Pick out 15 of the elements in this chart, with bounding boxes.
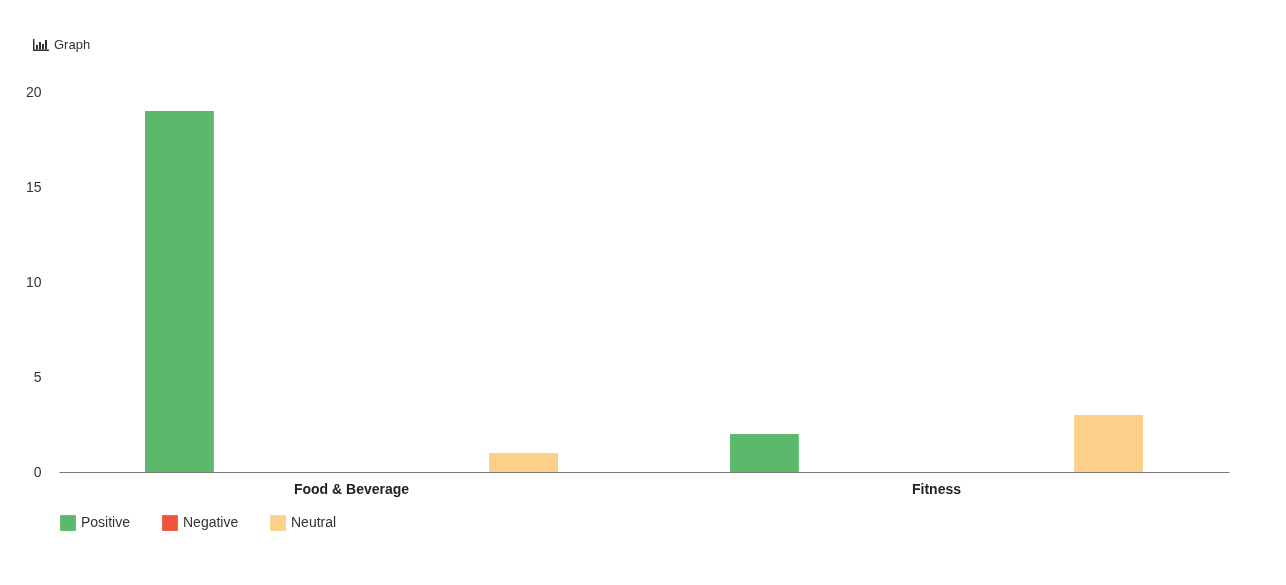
- legend-label: Negative: [183, 514, 239, 531]
- legend-label: Positive: [81, 514, 131, 531]
- chart-title: Graph: [54, 37, 91, 52]
- y-tick-label: 15: [25, 178, 42, 195]
- bar: [730, 434, 799, 472]
- bar: [489, 453, 558, 472]
- legend-label: Neutral: [291, 514, 337, 531]
- x-tick-label: Fitness: [911, 480, 962, 497]
- y-tick-label: 20: [25, 83, 42, 100]
- y-tick-label: 10: [25, 273, 42, 290]
- y-tick-label: 0: [33, 463, 42, 480]
- bar: [1074, 415, 1143, 472]
- x-tick-label: Food & Beverage: [293, 480, 410, 497]
- bar: [145, 111, 214, 472]
- y-tick-label: 5: [33, 368, 42, 385]
